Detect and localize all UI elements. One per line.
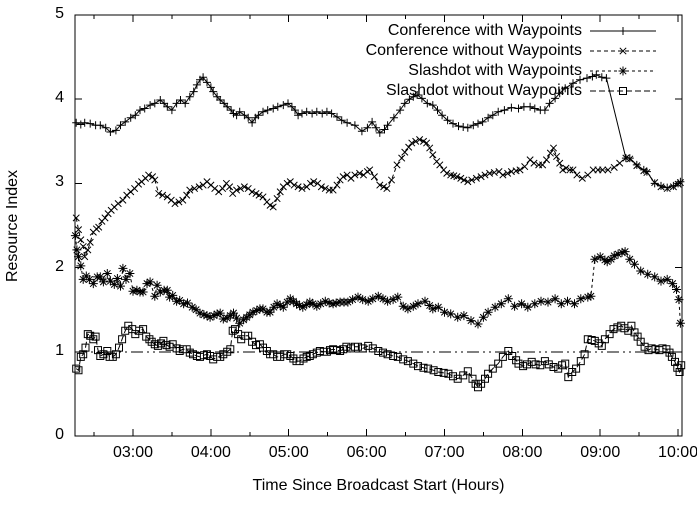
legend-sample-marker-1 — [619, 47, 627, 55]
legend-sample-marker-2 — [618, 66, 628, 76]
legend-sample-marker-3 — [619, 87, 627, 95]
y-tick-label-1: 1 — [55, 341, 64, 359]
legend-label-conference-with-waypoints: Conference with Waypoints — [387, 22, 582, 39]
legend-label-slashdot-without-waypoints: Slashdot without Waypoints — [386, 82, 582, 99]
x-tick-label-6: 09:00 — [580, 444, 621, 461]
x-tick-label-3: 06:00 — [346, 444, 387, 461]
y-tick-label-5: 5 — [55, 5, 64, 22]
x-tick-label-5: 08:00 — [502, 444, 543, 461]
x-tick-label-7: 10:00 — [658, 444, 697, 461]
x-tick-label-2: 05:00 — [268, 444, 309, 461]
legend-sample-marker-0 — [619, 27, 627, 35]
series-line-2 — [74, 235, 681, 325]
legend-label-conference-without-waypoints: Conference without Waypoints — [365, 42, 582, 59]
series-markers-0 — [72, 70, 685, 192]
legend-label-slashdot-with-waypoints: Slashdot with Waypoints — [408, 62, 582, 79]
series-markers-1 — [72, 136, 684, 261]
plot-border — [74, 14, 683, 437]
series-line-3 — [75, 324, 682, 388]
y-tick-label-4: 4 — [55, 89, 64, 107]
y-tick-label-2: 2 — [55, 257, 64, 275]
series-line-0 — [76, 74, 681, 189]
x-tick-label-1: 04:00 — [190, 444, 231, 461]
y-axis-title: Resource Index — [4, 169, 21, 283]
x-axis-title: Time Since Broadcast Start (Hours) — [252, 477, 505, 494]
series-line-1 — [75, 139, 681, 259]
y-tick-label-3: 3 — [55, 173, 64, 191]
series-markers-3 — [72, 321, 686, 392]
y-tick-label-0: 0 — [55, 426, 64, 443]
x-tick-label-0: 03:00 — [112, 444, 154, 461]
x-tick-label-4: 07:00 — [424, 444, 465, 461]
series-markers-2 — [70, 231, 685, 329]
